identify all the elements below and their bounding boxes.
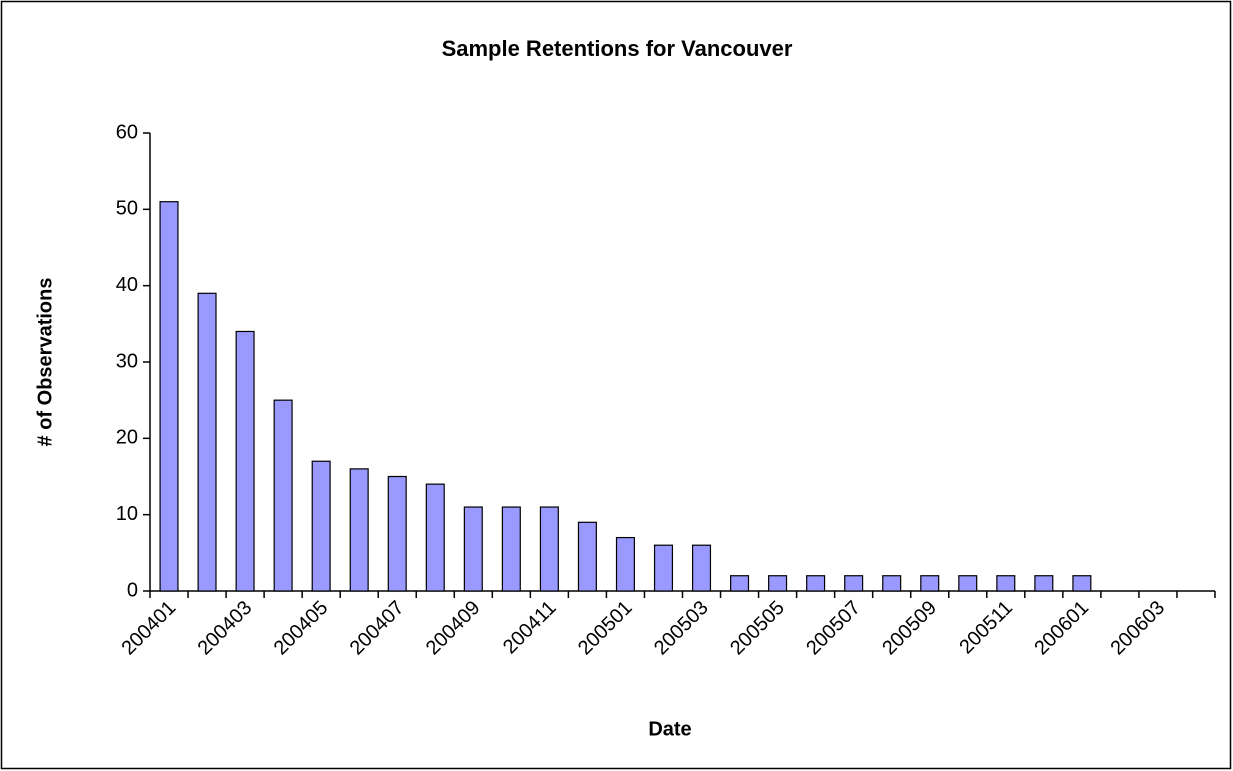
y-axis-label: # of Observations	[34, 278, 56, 447]
bar	[844, 575, 864, 592]
y-tick-label: 0	[127, 579, 138, 601]
bar	[425, 483, 445, 592]
bar	[806, 575, 826, 592]
chart-title: Sample Retentions for Vancouver	[442, 36, 793, 61]
y-tick-label: 60	[116, 121, 138, 143]
bar	[539, 506, 559, 592]
bar	[691, 544, 712, 592]
y-tick-label: 10	[116, 503, 138, 525]
bar	[387, 475, 407, 592]
y-tick-label: 40	[116, 274, 138, 296]
y-tick-label: 20	[116, 427, 138, 449]
bar	[768, 575, 788, 592]
y-tick-label: 30	[116, 350, 138, 372]
bar	[235, 330, 255, 592]
x-axis-label: Date	[648, 718, 691, 740]
bar	[159, 201, 179, 592]
bar	[311, 460, 331, 592]
y-tick-label: 50	[116, 198, 138, 220]
bar	[996, 575, 1016, 592]
bar	[1034, 575, 1054, 592]
bar	[730, 575, 750, 592]
bar	[501, 506, 521, 592]
bar	[615, 536, 635, 592]
bar	[197, 292, 217, 592]
bar	[349, 468, 369, 592]
bar	[273, 399, 293, 592]
bar	[882, 575, 902, 592]
bar	[1072, 575, 1092, 592]
bar	[958, 575, 978, 592]
bar	[577, 521, 597, 592]
bar	[653, 544, 674, 592]
bar	[920, 575, 940, 592]
bar	[463, 506, 483, 592]
